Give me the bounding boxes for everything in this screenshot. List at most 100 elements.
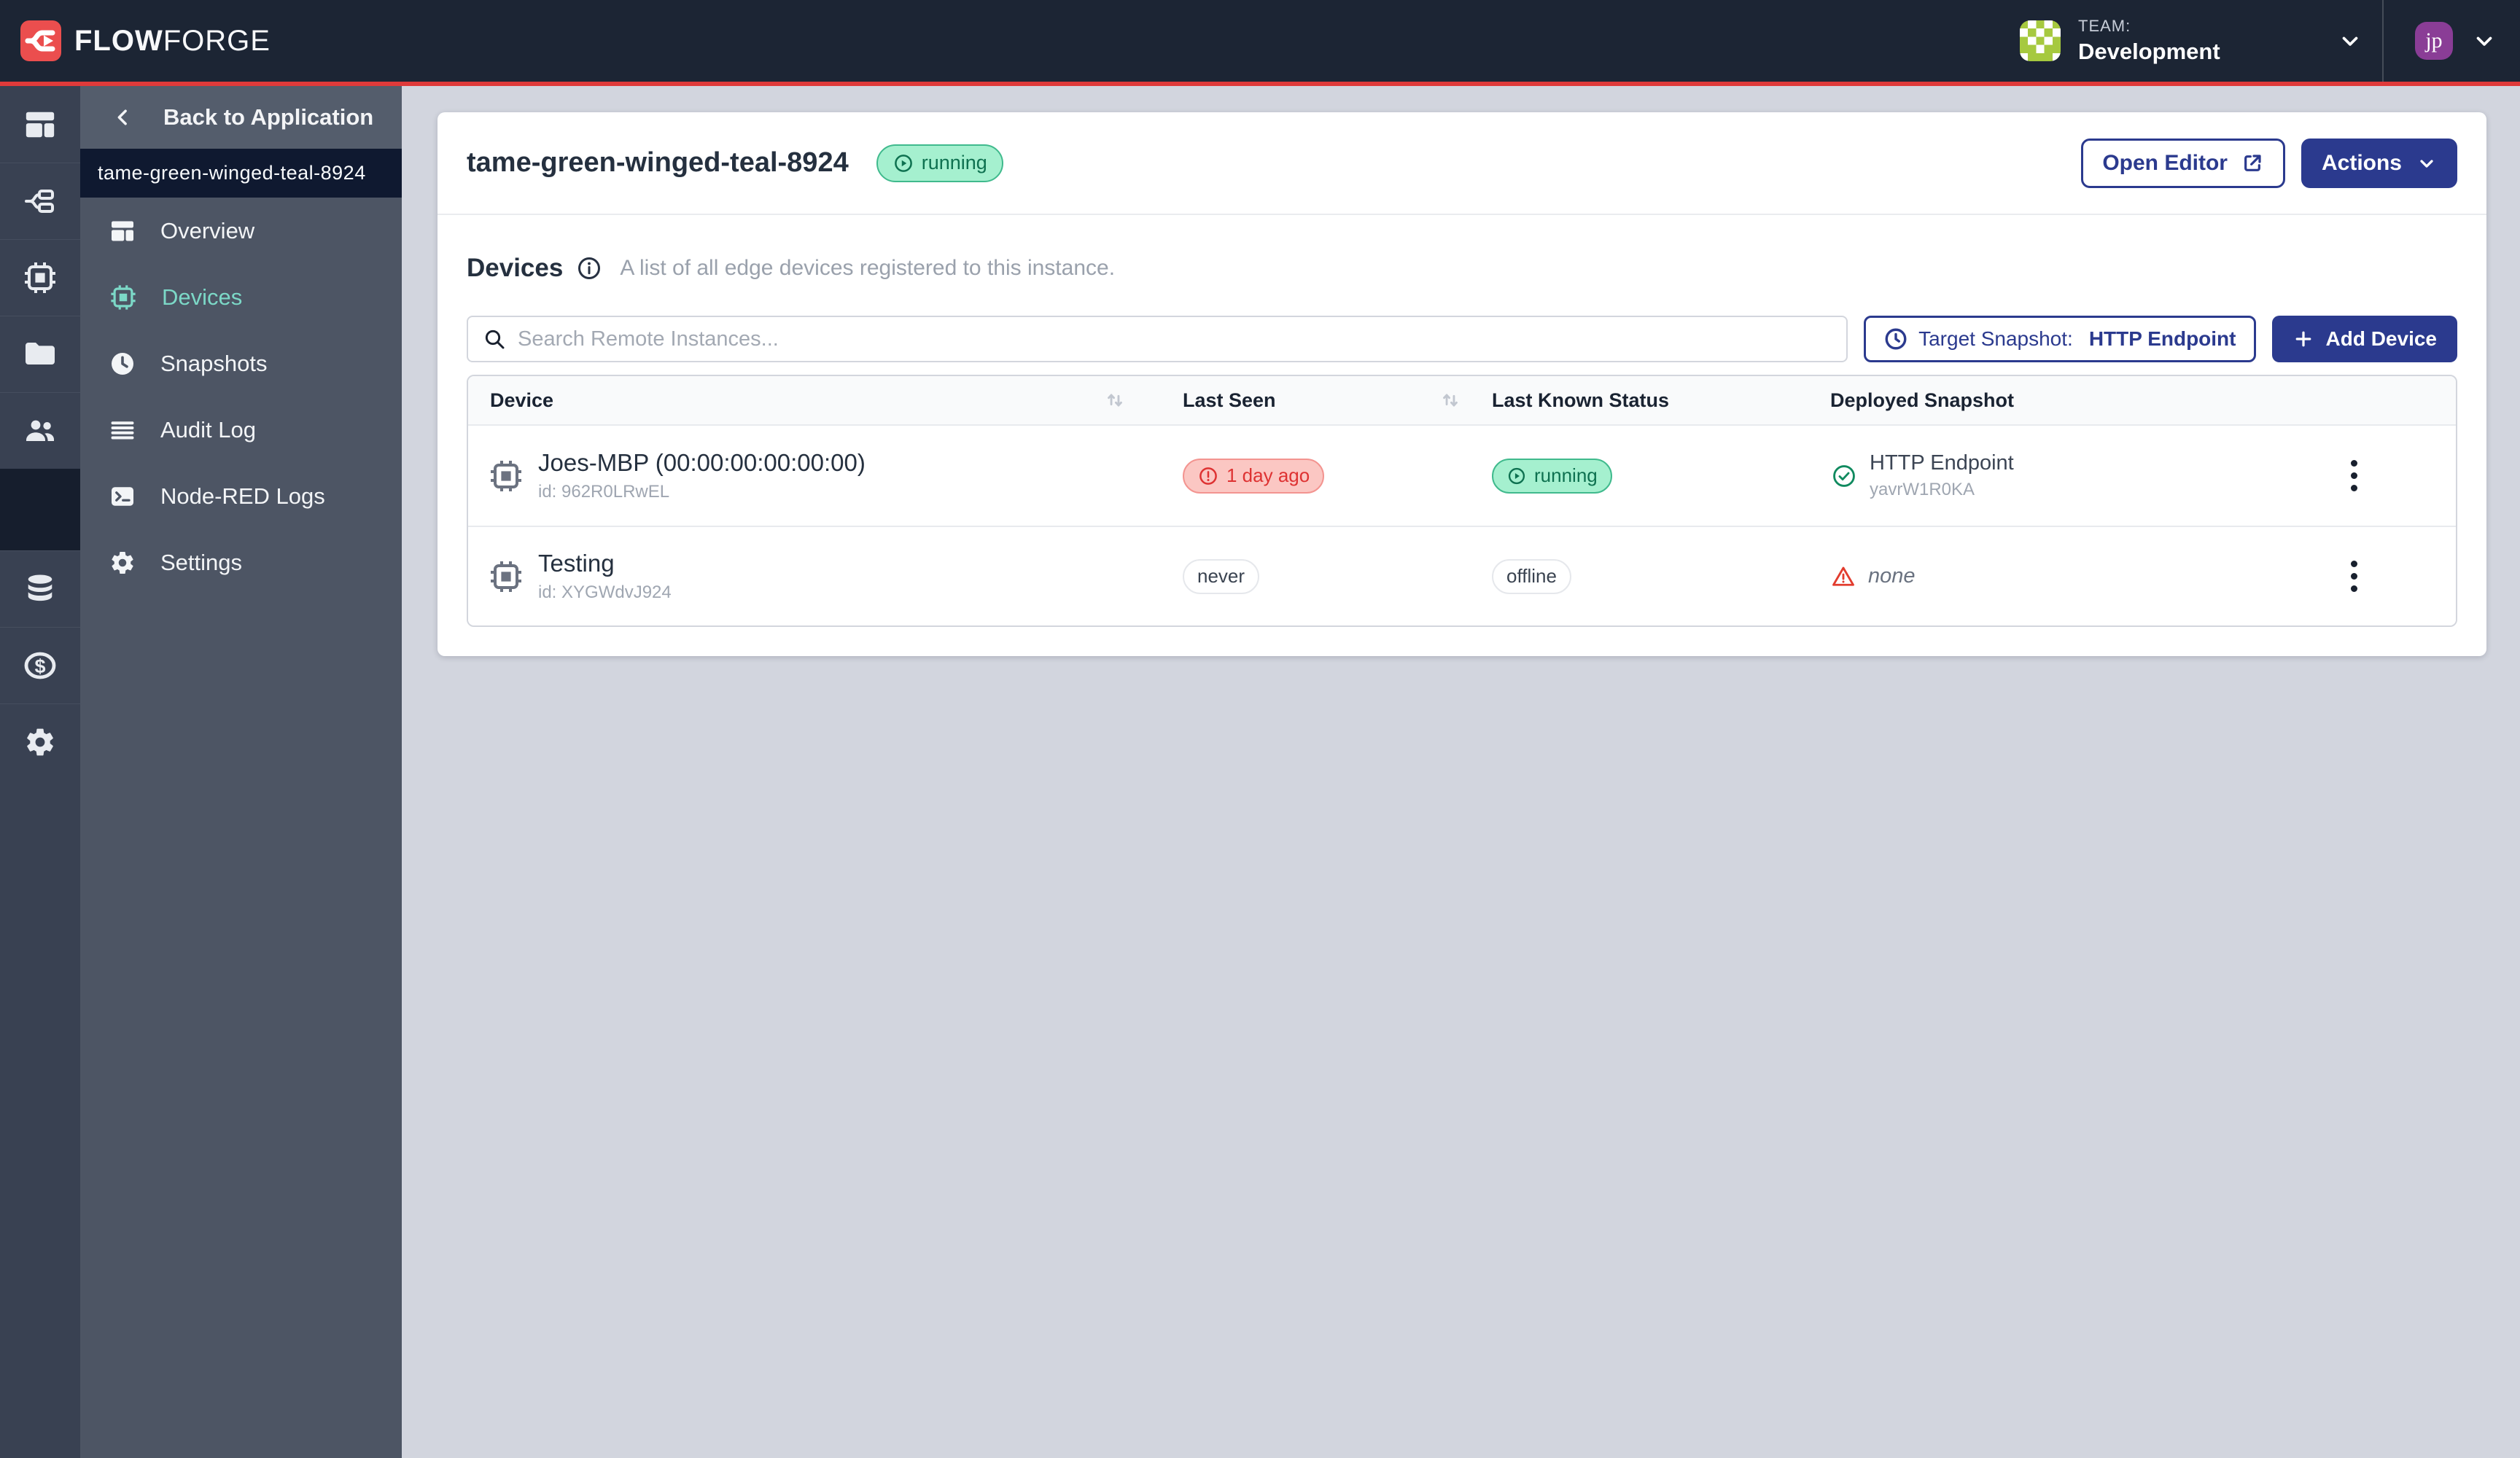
sidebar-item-snapshots[interactable]: Snapshots (80, 330, 402, 397)
terminal-icon (112, 486, 133, 506)
search-input[interactable] (518, 327, 1847, 351)
clock-icon (112, 352, 133, 375)
sidebar-item-label: Node-RED Logs (160, 483, 325, 509)
sort-icon (1108, 394, 1122, 407)
rail-item-applications[interactable] (0, 86, 80, 163)
status-badge: running (1492, 458, 1612, 494)
snapshot-name: HTTP Endpoint (1870, 451, 2014, 475)
user-avatar: jp (2415, 22, 2453, 60)
status-badge: offline (1492, 558, 1571, 594)
sidebar-item-label: Overview (160, 217, 255, 243)
instance-name: tame-green-winged-teal-8924 (80, 149, 402, 198)
row-actions-menu-button[interactable] (2332, 553, 2376, 599)
chevron-down-icon (2476, 36, 2492, 46)
device-id: id: 962R0LRwEL (538, 482, 670, 502)
main-content: tame-green-winged-teal-8924 running Open… (402, 86, 2520, 1458)
clock-icon (1885, 328, 1907, 350)
plus-icon (2295, 331, 2311, 347)
team-selector[interactable]: TEAM: Development (2020, 0, 2362, 82)
primary-nav-rail: $ (0, 86, 80, 1458)
last-seen-badge: never (1183, 558, 1260, 594)
rail-item-settings[interactable] (0, 703, 80, 780)
navbar-divider (2382, 0, 2384, 82)
table-header-row: Device Last Seen Las (468, 376, 2456, 426)
svg-text:$: $ (34, 655, 45, 677)
user-menu[interactable]: jp (2415, 0, 2510, 82)
page-title: tame-green-winged-teal-8924 (467, 147, 849, 178)
chip-icon (491, 460, 521, 491)
chip-icon (111, 284, 136, 310)
play-circle-icon (1508, 467, 1525, 484)
sidebar-item-label: Devices (162, 284, 243, 310)
devices-table: Device Last Seen Las (467, 375, 2457, 627)
add-device-button[interactable]: Add Device (2271, 316, 2457, 362)
rail-spacer (0, 469, 80, 550)
alert-circle-icon (1199, 467, 1217, 485)
devices-heading: Devices (467, 254, 564, 282)
sidebar-item-nodered-logs[interactable]: Node-RED Logs (80, 463, 402, 529)
warning-triangle-icon (1832, 566, 1854, 586)
sidebar-item-overview[interactable]: Overview (80, 198, 402, 264)
row-actions-menu-button[interactable] (2332, 453, 2376, 499)
gear-icon (27, 728, 53, 756)
column-header-last-known-status: Last Known Status (1492, 389, 1670, 411)
search-icon (485, 330, 505, 349)
instance-card: tame-green-winged-teal-8924 running Open… (438, 112, 2486, 656)
team-info: TEAM: Development (2078, 17, 2220, 65)
device-row-joes-mbp[interactable]: Joes-MBP (00:00:00:00:00:00) id: 962R0LR… (468, 426, 2456, 526)
back-label: Back to Application (163, 104, 374, 130)
snapshot-name: none (1868, 564, 1916, 588)
folder-icon (26, 343, 55, 364)
rail-item-pipelines[interactable] (0, 163, 80, 239)
rail-item-members[interactable] (0, 392, 80, 469)
column-header-last-seen[interactable]: Last Seen (1183, 388, 1492, 413)
instance-status-badge: running (876, 144, 1003, 182)
sidebar-item-devices[interactable]: Devices (80, 264, 402, 330)
open-editor-button[interactable]: Open Editor (2081, 138, 2285, 188)
external-link-icon (2244, 154, 2261, 171)
pipeline-icon (25, 190, 54, 213)
device-id: id: XYGWdvJ924 (538, 582, 672, 602)
rail-item-library[interactable] (0, 316, 80, 392)
column-header-deployed-snapshot: Deployed Snapshot (1830, 389, 2015, 411)
sidebar-item-settings[interactable]: Settings (80, 529, 402, 596)
sidebar-item-audit-log[interactable]: Audit Log (80, 397, 402, 463)
sidebar-item-label: Snapshots (160, 350, 268, 376)
database-icon (28, 574, 52, 601)
chevron-down-icon (2420, 159, 2433, 168)
template-icon (112, 221, 133, 241)
check-circle-icon (1833, 464, 1855, 487)
devices-description: A list of all edge devices registered to… (620, 256, 1116, 280)
device-row-testing[interactable]: Testing id: XYGWdvJ924 never offline (468, 526, 2456, 625)
flowforge-logo-icon (20, 20, 61, 61)
chevron-down-icon (2342, 36, 2358, 46)
column-header-device[interactable]: Device (468, 388, 1183, 413)
target-snapshot-button[interactable]: Target Snapshot: HTTP Endpoint (1864, 316, 2256, 362)
brand-accent-bar (0, 82, 2520, 86)
template-icon (26, 112, 55, 137)
users-icon (26, 420, 54, 441)
info-icon[interactable] (576, 255, 602, 281)
sidebar-item-label: Audit Log (160, 416, 256, 443)
last-seen-badge: 1 day ago (1183, 458, 1325, 494)
team-name: Development (2078, 39, 2220, 64)
actions-button[interactable]: Actions (2301, 138, 2457, 188)
chip-icon (25, 262, 55, 293)
back-to-application-button[interactable]: Back to Application (80, 86, 402, 149)
rail-item-database[interactable] (0, 550, 80, 627)
brand-wordmark: FLOW FORGE (74, 24, 271, 57)
search-box (467, 316, 1848, 362)
sidebar-item-label: Settings (160, 549, 243, 575)
instance-header: tame-green-winged-teal-8924 running Open… (438, 112, 2486, 215)
cog-icon (112, 551, 133, 574)
dollar-icon: $ (24, 652, 56, 679)
list-icon (111, 421, 134, 439)
top-navbar: FLOW FORGE TEAM: Development jp (0, 0, 2520, 82)
chevron-left-icon (117, 109, 127, 125)
team-label: TEAM: (2078, 17, 2131, 35)
play-circle-icon (894, 154, 912, 172)
rail-item-billing[interactable]: $ (0, 627, 80, 703)
rail-item-devices[interactable] (0, 239, 80, 316)
device-name: Testing (538, 550, 615, 577)
instance-sidebar: Back to Application tame-green-winged-te… (80, 86, 402, 1458)
